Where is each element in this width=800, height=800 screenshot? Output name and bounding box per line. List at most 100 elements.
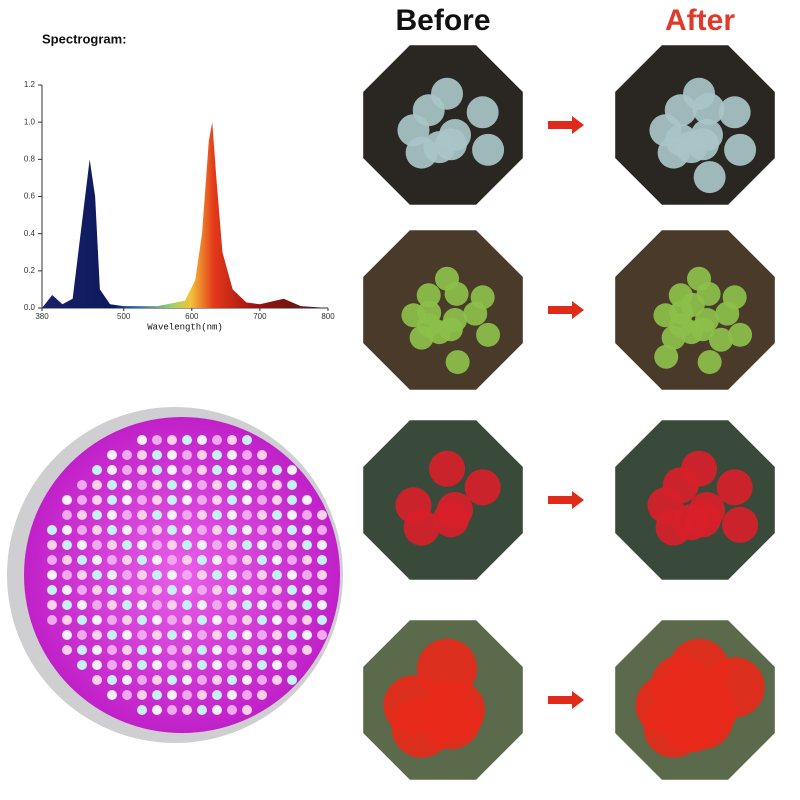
led [107,495,117,505]
led [107,645,117,655]
led [257,450,267,460]
led [182,570,192,580]
led [167,510,177,520]
arrow [548,691,584,709]
photo-object [395,487,432,524]
led [77,630,87,640]
led [122,615,132,625]
photo-object [662,467,699,504]
led [167,465,177,475]
led [212,630,222,640]
led [197,705,207,715]
led [62,495,72,505]
led [227,540,237,550]
led [122,630,132,640]
led [107,660,117,670]
led [212,690,222,700]
led [92,645,102,655]
led [302,540,312,550]
led [227,675,237,685]
photo-object [665,124,698,157]
led [152,570,162,580]
led [302,555,312,565]
led [167,480,177,490]
led [227,645,237,655]
led [212,450,222,460]
led [242,480,252,490]
led [197,660,207,670]
led [197,690,207,700]
led [107,525,117,535]
led [167,615,177,625]
led [287,495,297,505]
led [152,525,162,535]
after-label: After [665,4,735,37]
led [62,600,72,610]
led [257,630,267,640]
photo-border [360,42,526,208]
led [272,540,282,550]
led [257,480,267,490]
led [152,690,162,700]
led [77,480,87,490]
led [242,705,252,715]
photo-object [724,133,757,166]
led [227,615,237,625]
led [152,510,162,520]
x-tick-label: 600 [185,312,199,321]
led [137,630,147,640]
led [212,435,222,445]
led [182,480,192,490]
photo-object [472,133,505,166]
led [212,570,222,580]
led [257,645,267,655]
led [242,690,252,700]
led [107,690,117,700]
led [257,510,267,520]
led [92,660,102,670]
led [137,510,147,520]
led [137,540,147,550]
photo-border [360,617,526,783]
led [167,495,177,505]
x-tick-label: 800 [321,312,335,321]
led [257,690,267,700]
led [77,645,87,655]
led [167,630,177,640]
led [62,585,72,595]
led [47,585,57,595]
led [182,705,192,715]
led [92,615,102,625]
led [242,555,252,565]
led [257,465,267,475]
led [302,630,312,640]
led [92,540,102,550]
led [182,525,192,535]
photo-object [708,327,733,352]
led [92,600,102,610]
led [317,600,327,610]
led [62,540,72,550]
arrow [548,491,584,509]
led [122,465,132,475]
led [107,450,117,460]
led [152,495,162,505]
led [287,510,297,520]
led [137,675,147,685]
led [212,480,222,490]
led [137,555,147,565]
led [287,630,297,640]
led [77,525,87,535]
led [92,480,102,490]
led [92,495,102,505]
led [227,450,237,460]
led [287,525,297,535]
led [122,525,132,535]
led [302,585,312,595]
led [122,570,132,580]
y-tick-label: 0.0 [24,303,36,312]
led [227,525,237,535]
led [317,630,327,640]
led [242,675,252,685]
